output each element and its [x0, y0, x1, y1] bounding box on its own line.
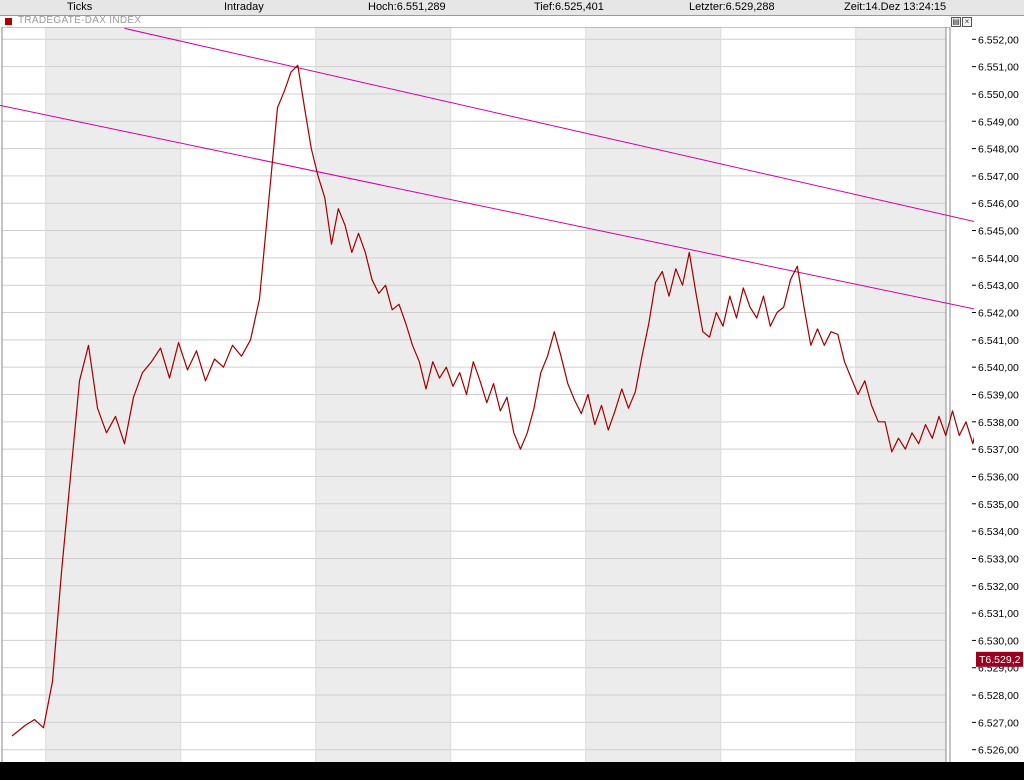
vertical-gridlines	[45, 27, 857, 762]
y-tick-label: 6.552,00	[978, 34, 1019, 46]
range-label[interactable]: Intraday	[224, 1, 264, 13]
y-tick-label: 6.547,00	[978, 171, 1019, 183]
last-price-badge-label: T6.529,2	[979, 654, 1021, 666]
y-tick-label: 6.542,00	[978, 308, 1019, 320]
y-tick-label: 6.535,00	[978, 499, 1019, 511]
last-value: Letzter:6.529,288	[689, 1, 775, 13]
y-tick-label: 6.540,00	[978, 362, 1019, 374]
series-line	[11, 64, 1024, 737]
y-tick-label: 6.534,00	[978, 526, 1019, 538]
square-marker-icon	[5, 18, 12, 25]
y-tick-label: 6.526,00	[978, 745, 1019, 757]
last-price-badge: T6.529,2	[976, 651, 1023, 667]
y-axis: 6.526,006.527,006.528,006.529,006.530,00…	[972, 27, 1024, 762]
chart-window-titlebar: TRADEGATE-DAX INDEX ▤ ×	[0, 15, 974, 27]
trendline	[124, 27, 1024, 234]
y-tick-label: 6.528,00	[978, 690, 1019, 702]
y-tick-label: 6.537,00	[978, 444, 1019, 456]
y-tick-label: 6.546,00	[978, 198, 1019, 210]
y-tick-label: 6.530,00	[978, 635, 1019, 647]
price-line	[11, 64, 1024, 737]
y-tick-label: 6.549,00	[978, 116, 1019, 128]
y-axis-background	[974, 27, 1024, 762]
y-tick-label: 6.543,00	[978, 280, 1019, 292]
y-tick-label: 6.536,00	[978, 471, 1019, 483]
close-icon[interactable]: ×	[962, 17, 972, 27]
plot-frame	[1, 27, 951, 762]
ticks-label[interactable]: Ticks	[67, 1, 93, 13]
timestamp: Zeit:14.Dez 13:24:15	[844, 1, 947, 13]
y-tick-label: 6.548,00	[978, 144, 1019, 156]
low-value: Tief:6.525,401	[534, 1, 604, 13]
x-axis-bar	[0, 762, 1024, 780]
y-tick-label: 6.544,00	[978, 253, 1019, 265]
y-tick-label: 6.527,00	[978, 717, 1019, 729]
y-tick-label: 6.550,00	[978, 89, 1019, 101]
intraday-line-chart: 6.526,006.527,006.528,006.529,006.530,00…	[0, 27, 1024, 762]
y-tick-label: 6.532,00	[978, 581, 1019, 593]
y-tick-label: 6.541,00	[978, 335, 1019, 347]
y-tick-label: 6.531,00	[978, 608, 1019, 620]
y-tick-label: 6.545,00	[978, 226, 1019, 238]
high-value: Hoch:6.551,289	[368, 1, 446, 13]
horizontal-gridlines	[2, 38, 946, 751]
y-tick-label: 6.539,00	[978, 390, 1019, 402]
restore-icon[interactable]: ▤	[951, 17, 961, 27]
y-tick-label: 6.551,00	[978, 62, 1019, 74]
y-tick-label: 6.533,00	[978, 553, 1019, 565]
quote-header: Ticks Intraday Hoch:6.551,289 Tief:6.525…	[0, 0, 1024, 16]
chart-title: TRADEGATE-DAX INDEX	[18, 15, 142, 26]
trendline	[0, 104, 1024, 320]
y-tick-label: 6.538,00	[978, 417, 1019, 429]
trendlines	[0, 27, 1024, 320]
last-price-badge-box	[976, 651, 1023, 667]
